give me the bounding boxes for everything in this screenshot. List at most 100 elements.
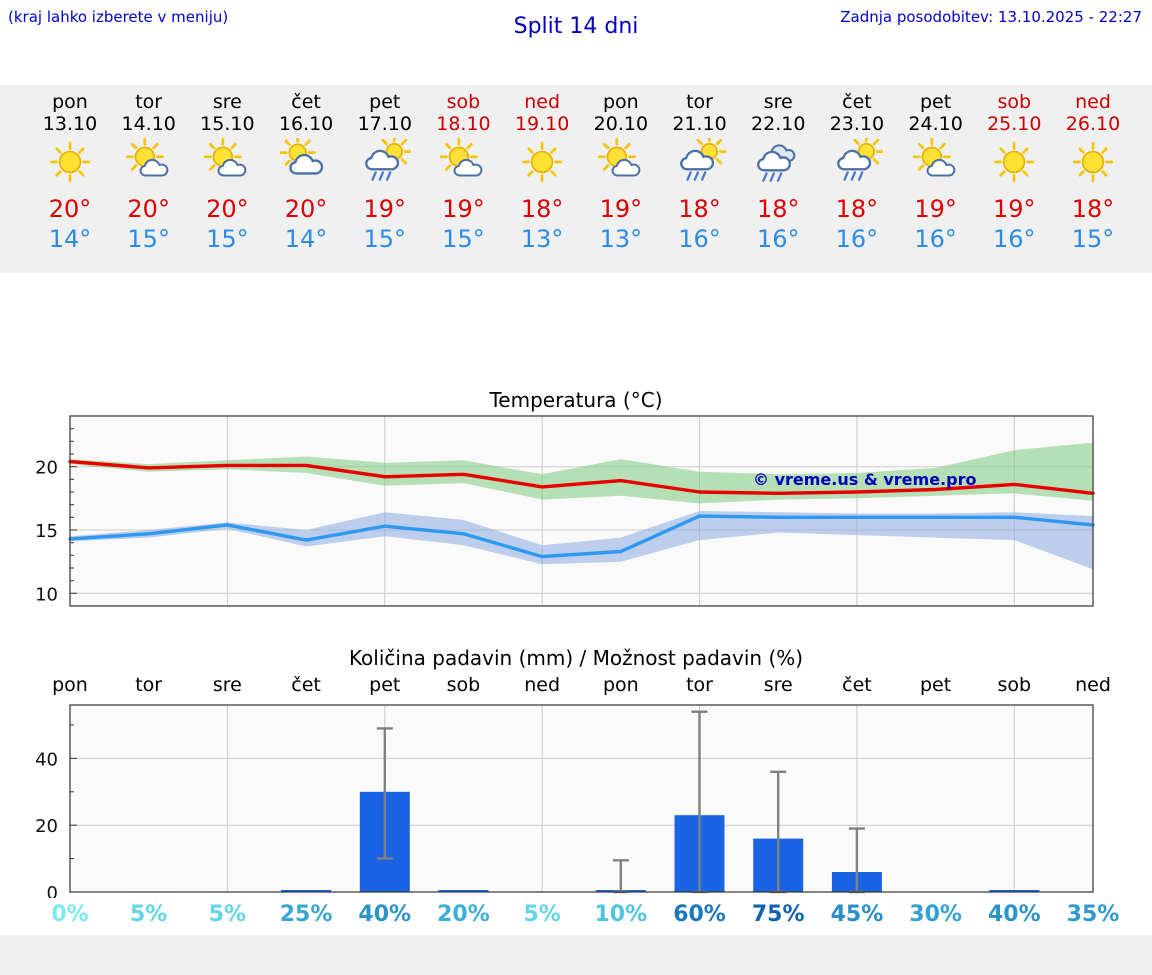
- precip-day-label: ned: [524, 674, 561, 696]
- copyright-text: © vreme.us & vreme.pro: [753, 470, 976, 489]
- precip-chart-title: Količina padavin (mm) / Možnost padavin …: [348, 646, 804, 670]
- max-temperature-line: [68, 459, 1095, 495]
- temp-y-tick-label: 20: [35, 458, 58, 479]
- day-column-15.10: sre 15.10 20° 15°: [187, 91, 267, 253]
- day-column-21.10: tor 21.10 18° 16°: [660, 91, 740, 253]
- day-column-22.10: sre 22.10 18° 16°: [738, 91, 818, 253]
- day-name: pet: [920, 91, 952, 113]
- day-min-temp: 15°: [127, 225, 170, 253]
- day-min-temp: 13°: [599, 225, 643, 253]
- precip-probability: 75%: [751, 902, 805, 927]
- precip-bar: [281, 890, 332, 892]
- precip-day-label: pon: [602, 674, 639, 696]
- day-max-temp: 18°: [756, 195, 800, 223]
- day-name: ned: [524, 91, 561, 113]
- day-column-14.10: tor 14.10 20° 15°: [109, 91, 189, 253]
- day-column-13.10: pon 13.10 20° 14°: [30, 91, 110, 253]
- temperature-chart-svg: 10 15 20 © vreme.us & vreme.pro: [35, 415, 1095, 607]
- day-column-18.10: sob 18.10 19° 15°: [423, 91, 503, 253]
- rain-sun-icon: [345, 134, 425, 192]
- day-column-17.10: pet 17.10 19° 15°: [345, 91, 425, 253]
- precip-day-label: pet: [920, 674, 952, 696]
- last-updated: Zadnja posodobitev: 13.10.2025 - 22:27: [840, 8, 1142, 26]
- precip-probability: 5%: [208, 902, 247, 927]
- day-date: 20.10: [593, 113, 649, 135]
- precip-probability: 0%: [51, 902, 89, 927]
- precip-day-label: čet: [842, 674, 872, 696]
- day-min-temp: 16°: [678, 225, 721, 253]
- cloud-sun-icon: [266, 134, 346, 192]
- day-name: sob: [446, 91, 481, 113]
- sunny-icon: [30, 138, 110, 192]
- day-name: tor: [686, 91, 713, 113]
- day-max-temp: 18°: [835, 195, 879, 223]
- precip-probability: 45%: [830, 902, 884, 927]
- precip-day-label: sob: [446, 674, 481, 696]
- temp-y-tick-label: 15: [35, 521, 58, 542]
- precip-probability: 35%: [1066, 902, 1120, 927]
- day-date: 24.10: [908, 113, 963, 135]
- day-date: 14.10: [121, 113, 176, 135]
- temperature-chart-title: Temperatura (°C): [489, 388, 663, 412]
- day-column-25.10: sob 25.10 19° 16°: [974, 91, 1054, 253]
- precip-day-label: čet: [291, 674, 321, 696]
- rain-sun-icon: [660, 134, 740, 192]
- day-date: 19.10: [514, 113, 570, 135]
- day-min-temp: 13°: [520, 225, 564, 253]
- day-max-temp: 20°: [48, 195, 92, 223]
- sunny-icon: [502, 138, 582, 192]
- day-column-23.10: čet 23.10 18° 16°: [817, 91, 897, 253]
- precip-probability-row: 0% 5% 5% 25% 40% 20% 5% 10% 60% 75% 45% 30% 40% 35%: [0, 902, 1152, 932]
- sun-cloud-icon: [896, 137, 976, 192]
- sun-cloud-icon: [581, 137, 661, 192]
- day-date: 16.10: [278, 113, 334, 135]
- day-min-temp: 15°: [1071, 225, 1115, 253]
- forecast-strip: pon 13.10 20° 14° tor 14.10 20° 15° sre 15.10 20° 1…: [0, 85, 1152, 273]
- sunny-icon: [974, 138, 1054, 192]
- day-max-temp: 19°: [442, 195, 485, 223]
- day-min-temp: 14°: [284, 225, 328, 253]
- day-column-24.10: pet 24.10 19° 16°: [896, 91, 976, 253]
- day-min-temp: 15°: [442, 225, 485, 253]
- day-name: pon: [52, 91, 88, 113]
- min-temperature-line: [68, 514, 1095, 559]
- precip-chart-svg: 0 20 40: [35, 704, 1094, 904]
- day-name: sob: [997, 91, 1032, 113]
- day-column-26.10: ned 26.10 18° 15°: [1053, 91, 1133, 253]
- day-min-temp: 14°: [48, 225, 92, 253]
- day-date: 22.10: [751, 113, 806, 135]
- footer-band: [0, 935, 1152, 975]
- precip-probability: 10%: [594, 902, 648, 927]
- day-date: 13.10: [42, 113, 98, 135]
- day-date: 18.10: [436, 113, 491, 135]
- location-hint: (kraj lahko izberete v meniju): [8, 8, 229, 26]
- day-max-temp: 18°: [1071, 195, 1115, 223]
- precip-probability: 40%: [987, 902, 1041, 927]
- precip-probability: 60%: [673, 902, 726, 927]
- precip-day-label: tor: [135, 674, 163, 696]
- precip-chart: 0 20 40: [0, 700, 1152, 904]
- day-column-20.10: pon 20.10 19° 13°: [581, 91, 661, 253]
- precip-probability: 40%: [358, 902, 412, 927]
- day-min-temp: 16°: [756, 225, 800, 253]
- day-max-temp: 19°: [599, 195, 643, 223]
- precip-day-label: sre: [212, 674, 242, 696]
- precip-probability: 5%: [523, 902, 561, 927]
- precip-bar: [989, 890, 1040, 892]
- precip-probability: 20%: [437, 902, 490, 927]
- precip-y-tick-label: 40: [35, 749, 58, 770]
- day-name: sre: [212, 91, 242, 113]
- precip-probability: 5%: [130, 902, 168, 927]
- sun-cloud-icon: [423, 137, 503, 192]
- day-min-temp: 15°: [363, 225, 407, 253]
- precip-day-label: pet: [369, 674, 401, 696]
- day-date: 25.10: [987, 113, 1042, 135]
- day-max-temp: 20°: [127, 195, 170, 223]
- day-name: sre: [763, 91, 793, 113]
- day-max-temp: 18°: [520, 195, 564, 223]
- day-max-temp: 19°: [993, 195, 1036, 223]
- day-date: 21.10: [672, 113, 727, 135]
- day-name: čet: [842, 91, 872, 113]
- day-name: tor: [135, 91, 163, 113]
